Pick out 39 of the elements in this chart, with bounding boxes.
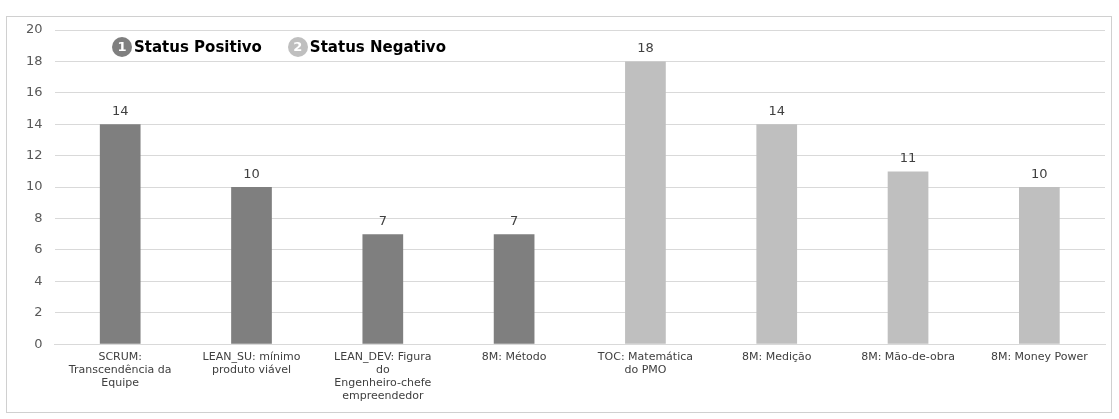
annotation: 2 <box>287 37 308 57</box>
data-label: 10 <box>243 165 260 181</box>
y-tick-label: 16 <box>26 84 43 100</box>
y-tick-label: 18 <box>26 52 43 68</box>
bar <box>493 234 535 344</box>
y-tick-label: 12 <box>26 147 43 163</box>
bar <box>231 187 272 344</box>
data-label: 7 <box>378 213 387 229</box>
data-label: 7 <box>509 213 519 229</box>
y-tick-label: 4 <box>34 272 43 288</box>
bar <box>1018 187 1060 344</box>
x-tick-label: 8M: Money Power <box>990 349 1089 363</box>
bar <box>625 61 666 344</box>
bar <box>362 234 404 344</box>
y-tick-label: 6 <box>34 241 43 257</box>
bar <box>99 124 141 344</box>
x-tick-label: 8M: Mão-de-obra <box>861 349 955 363</box>
x-tick-label: 8M: Método <box>481 349 547 363</box>
bar <box>887 171 929 344</box>
y-tick-label: 8 <box>34 209 43 225</box>
y-tick-label: 14 <box>26 115 43 131</box>
data-label: 18 <box>637 40 654 56</box>
x-tick-label: 8M: Medição <box>741 349 812 363</box>
data-label: 14 <box>111 103 129 119</box>
x-tick-label: TOC: Matemática do PMO <box>596 349 694 376</box>
annotation: 1 <box>112 37 132 57</box>
x-tick-label: LEAN_SU: mínimo produto viável <box>202 349 301 376</box>
legend-label: Status Negativo <box>309 38 446 56</box>
data-label: 14 <box>768 103 786 119</box>
data-label: 11 <box>899 150 917 166</box>
x-tick-label: SCRUM: Transcendência da Equipe <box>67 349 172 390</box>
x-tick-label: LEAN_DEV: Figura do Engenheiro-chefe empreendedor <box>334 349 432 403</box>
data-label: 10 <box>1031 165 1048 181</box>
y-tick-label: 2 <box>34 304 43 320</box>
y-tick-label: 20 <box>26 21 43 37</box>
y-tick-label: 10 <box>26 178 43 194</box>
bar <box>756 124 798 344</box>
y-tick-label: 0 <box>34 335 43 351</box>
legend-label: Status Positivo <box>134 38 262 56</box>
